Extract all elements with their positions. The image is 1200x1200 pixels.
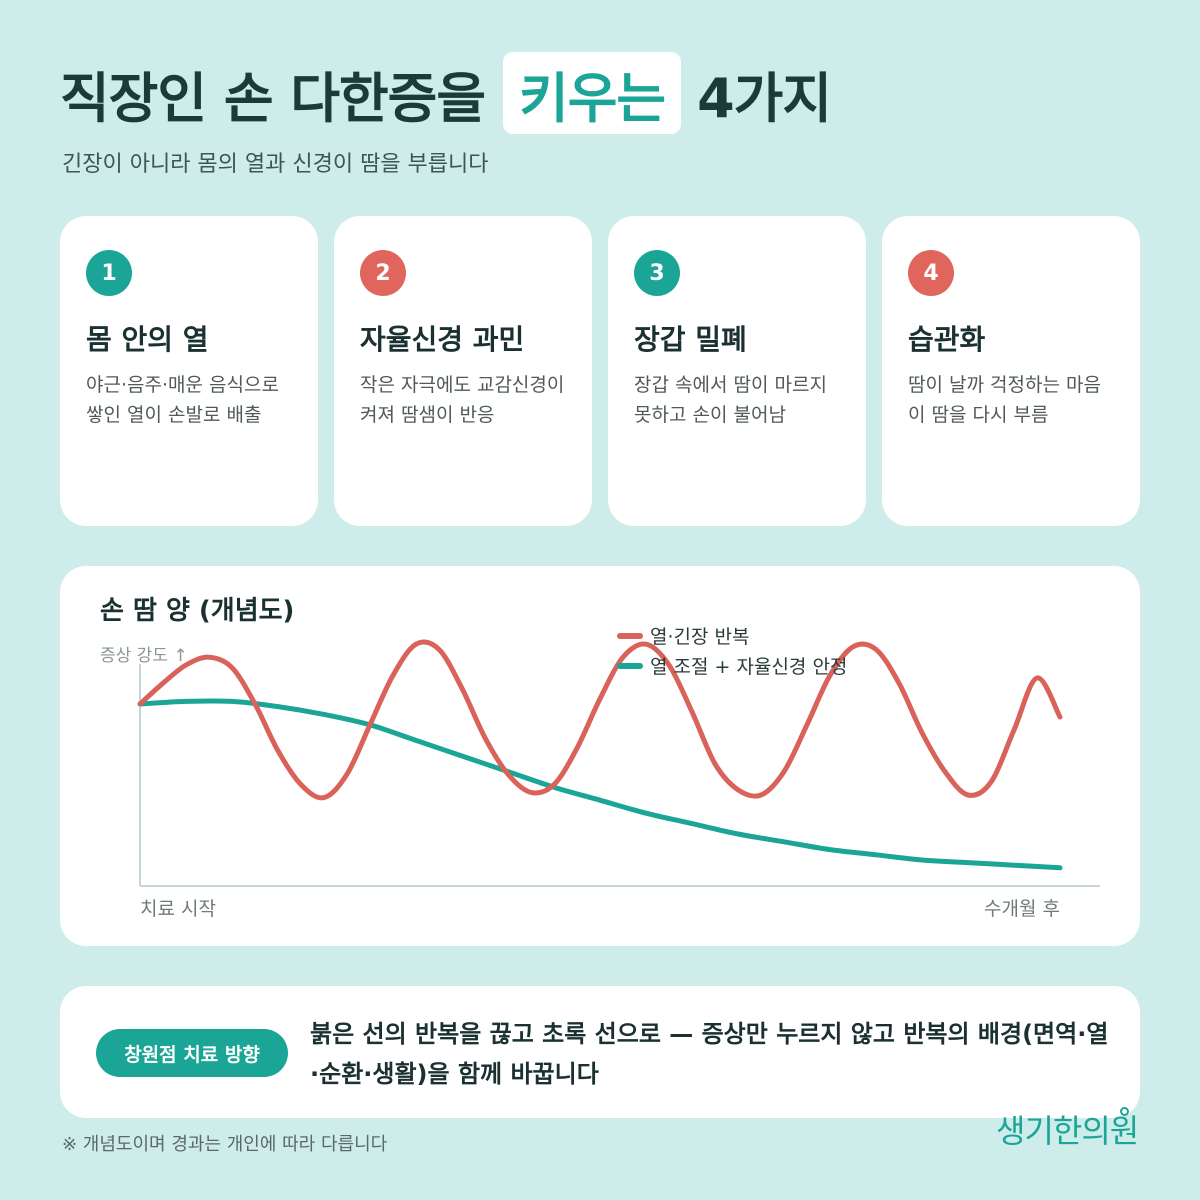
treatment-badge: 창원점 치료 방향 — [96, 1029, 288, 1077]
brand-dot-icon — [1120, 1107, 1129, 1116]
cause-card: 4 습관화 땀이 날까 걱정하는 마음이 땀을 다시 부름 — [882, 216, 1140, 526]
card-number-badge: 2 — [360, 250, 406, 296]
page-subtitle: 긴장이 아니라 몸의 열과 신경이 땀을 부릅니다 — [62, 152, 489, 177]
y-axis-label: 증상 강도 ↑ — [100, 646, 188, 666]
cause-card: 1 몸 안의 열 야근·음주·매운 음식으로 쌓인 열이 손발로 배출 — [60, 216, 318, 526]
card-description: 작은 자극에도 교감신경이 켜져 땀샘이 반응 — [360, 374, 565, 426]
card-number-badge: 1 — [86, 250, 132, 296]
card-number-badge: 3 — [634, 250, 680, 296]
page-title: 직장인 손 다한증을 키우는 4가지 — [60, 52, 832, 134]
legend-label: 열·긴장 반복 — [650, 626, 749, 648]
treatment-panel: 창원점 치료 방향 붉은 선의 반복을 끊고 초록 선으로 — 증상만 누르지 … — [60, 986, 1140, 1118]
legend-label: 열 조절 + 자율신경 안정 — [650, 656, 847, 678]
card-title: 자율신경 과민 — [360, 323, 525, 356]
cause-card: 2 자율신경 과민 작은 자극에도 교감신경이 켜져 땀샘이 반응 — [334, 216, 592, 526]
card-description: 장갑 속에서 땀이 마르지 못하고 손이 불어남 — [634, 374, 827, 426]
brand-logo: 생기한의원 — [996, 1112, 1139, 1150]
x-start-label: 치료 시작 — [140, 898, 216, 920]
cause-card: 3 장갑 밀폐 장갑 속에서 땀이 마르지 못하고 손이 불어남 — [608, 216, 866, 526]
card-number-badge: 4 — [908, 250, 954, 296]
series-line-tension-repeat — [137, 639, 1063, 801]
chart-title: 손 땀 양 (개념도) — [100, 596, 295, 626]
card-description: 야근·음주·매운 음식으로 쌓인 열이 손발로 배출 — [86, 374, 279, 426]
title-prefix: 직장인 손 다한증을 — [60, 66, 486, 130]
card-title: 몸 안의 열 — [86, 323, 209, 356]
card-description: 땀이 날까 걱정하는 마음이 땀을 다시 부름 — [908, 374, 1101, 426]
title-highlight: 키우는 — [503, 52, 682, 134]
sweat-chart: 증상 강도 ↑ 치료 시작 수개월 후 열·긴장 반복열 조절 + 자율신경 안정 — [100, 626, 1100, 920]
cause-cards: 1 몸 안의 열 야근·음주·매운 음식으로 쌓인 열이 손발로 배출 2 자율… — [60, 216, 1140, 526]
footnote: ※ 개념도이며 경과는 개인에 따라 다릅니다 — [62, 1134, 388, 1155]
series-line-stabilization — [137, 698, 1063, 871]
title-suffix: 4가지 — [697, 66, 832, 130]
treatment-message: 붉은 선의 반복을 끊고 초록 선으로 — 증상만 누르지 않고 반복의 배경(… — [310, 1020, 1109, 1088]
card-title: 장갑 밀폐 — [634, 323, 747, 356]
card-title: 습관화 — [908, 323, 986, 356]
x-end-label: 수개월 후 — [984, 898, 1060, 920]
